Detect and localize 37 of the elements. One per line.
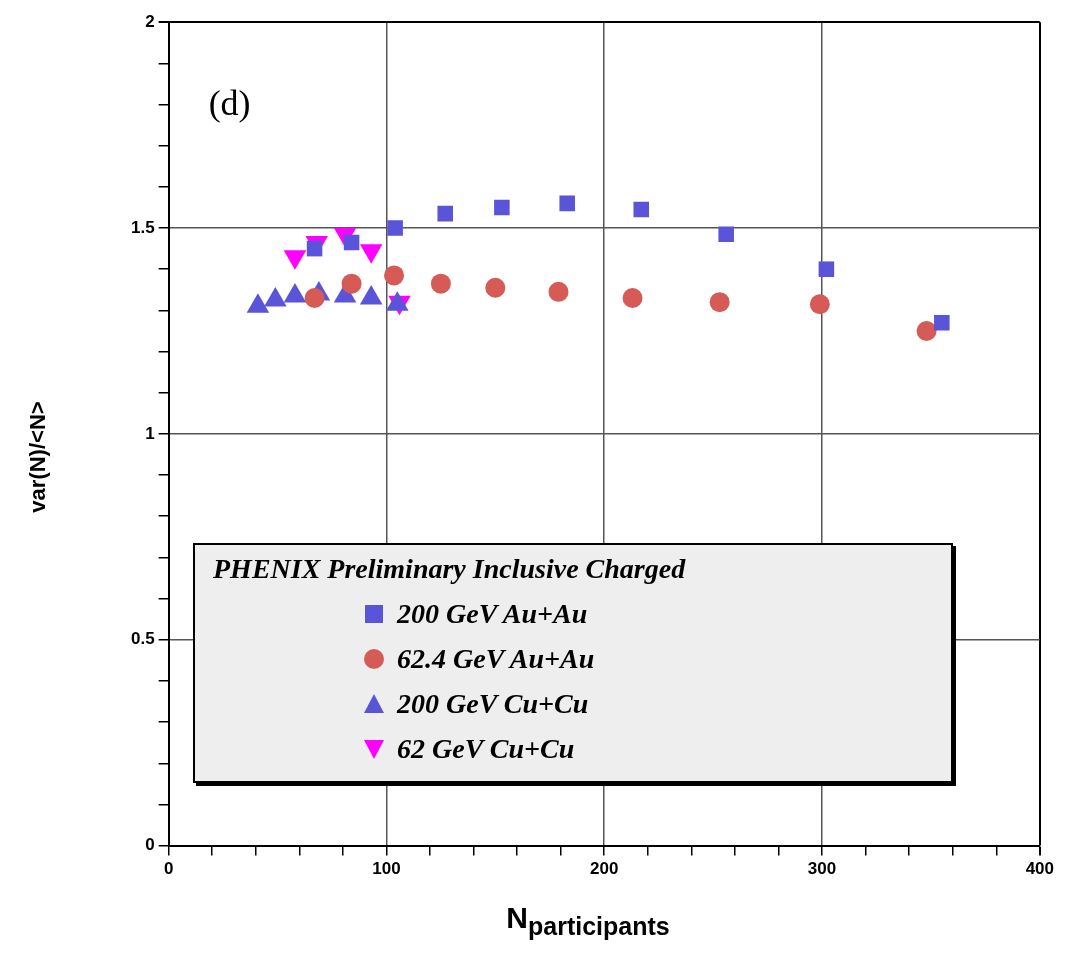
point [494,199,510,216]
point [809,294,830,315]
point [548,281,569,302]
point [341,273,362,294]
y-tick-label: 0.5 [130,629,155,649]
point [934,314,950,331]
x-axis-title: N$_{participants}$ [506,901,670,941]
x-tick-label: 300 [807,859,837,879]
point [304,288,325,309]
legend-label: 200 GeV Au+Au [397,597,588,630]
point [306,240,323,257]
legend-label: 62 GeV Cu+Cu [397,732,575,765]
y-tick-label: 1.5 [130,217,155,237]
point [709,292,730,313]
y-tick-label: 0 [145,835,155,855]
legend-label: 62.4 GeV Au+Au [397,642,595,675]
point [559,195,575,212]
y-tick-label: 1 [145,423,155,443]
point [430,273,451,294]
point [387,220,403,236]
point [916,320,937,341]
x-tick-label: 0 [163,859,174,879]
annotation: (d) [208,82,251,123]
y-axis-title: var(N)/<N> [25,401,51,513]
legend-label: 200 GeV Cu+Cu [397,687,589,720]
point [633,201,650,218]
x-tick-label: 100 [372,859,401,879]
y-tick-label: 2 [145,11,155,31]
point [485,277,506,298]
x-tick-label: 200 [590,859,619,879]
legend-title: PHENIX Preliminary Inclusive Charged [213,553,687,585]
point [437,205,454,222]
point [384,265,405,286]
x-tick-label: 400 [1025,859,1055,879]
point [718,226,734,242]
point [622,288,643,309]
point [818,261,835,277]
